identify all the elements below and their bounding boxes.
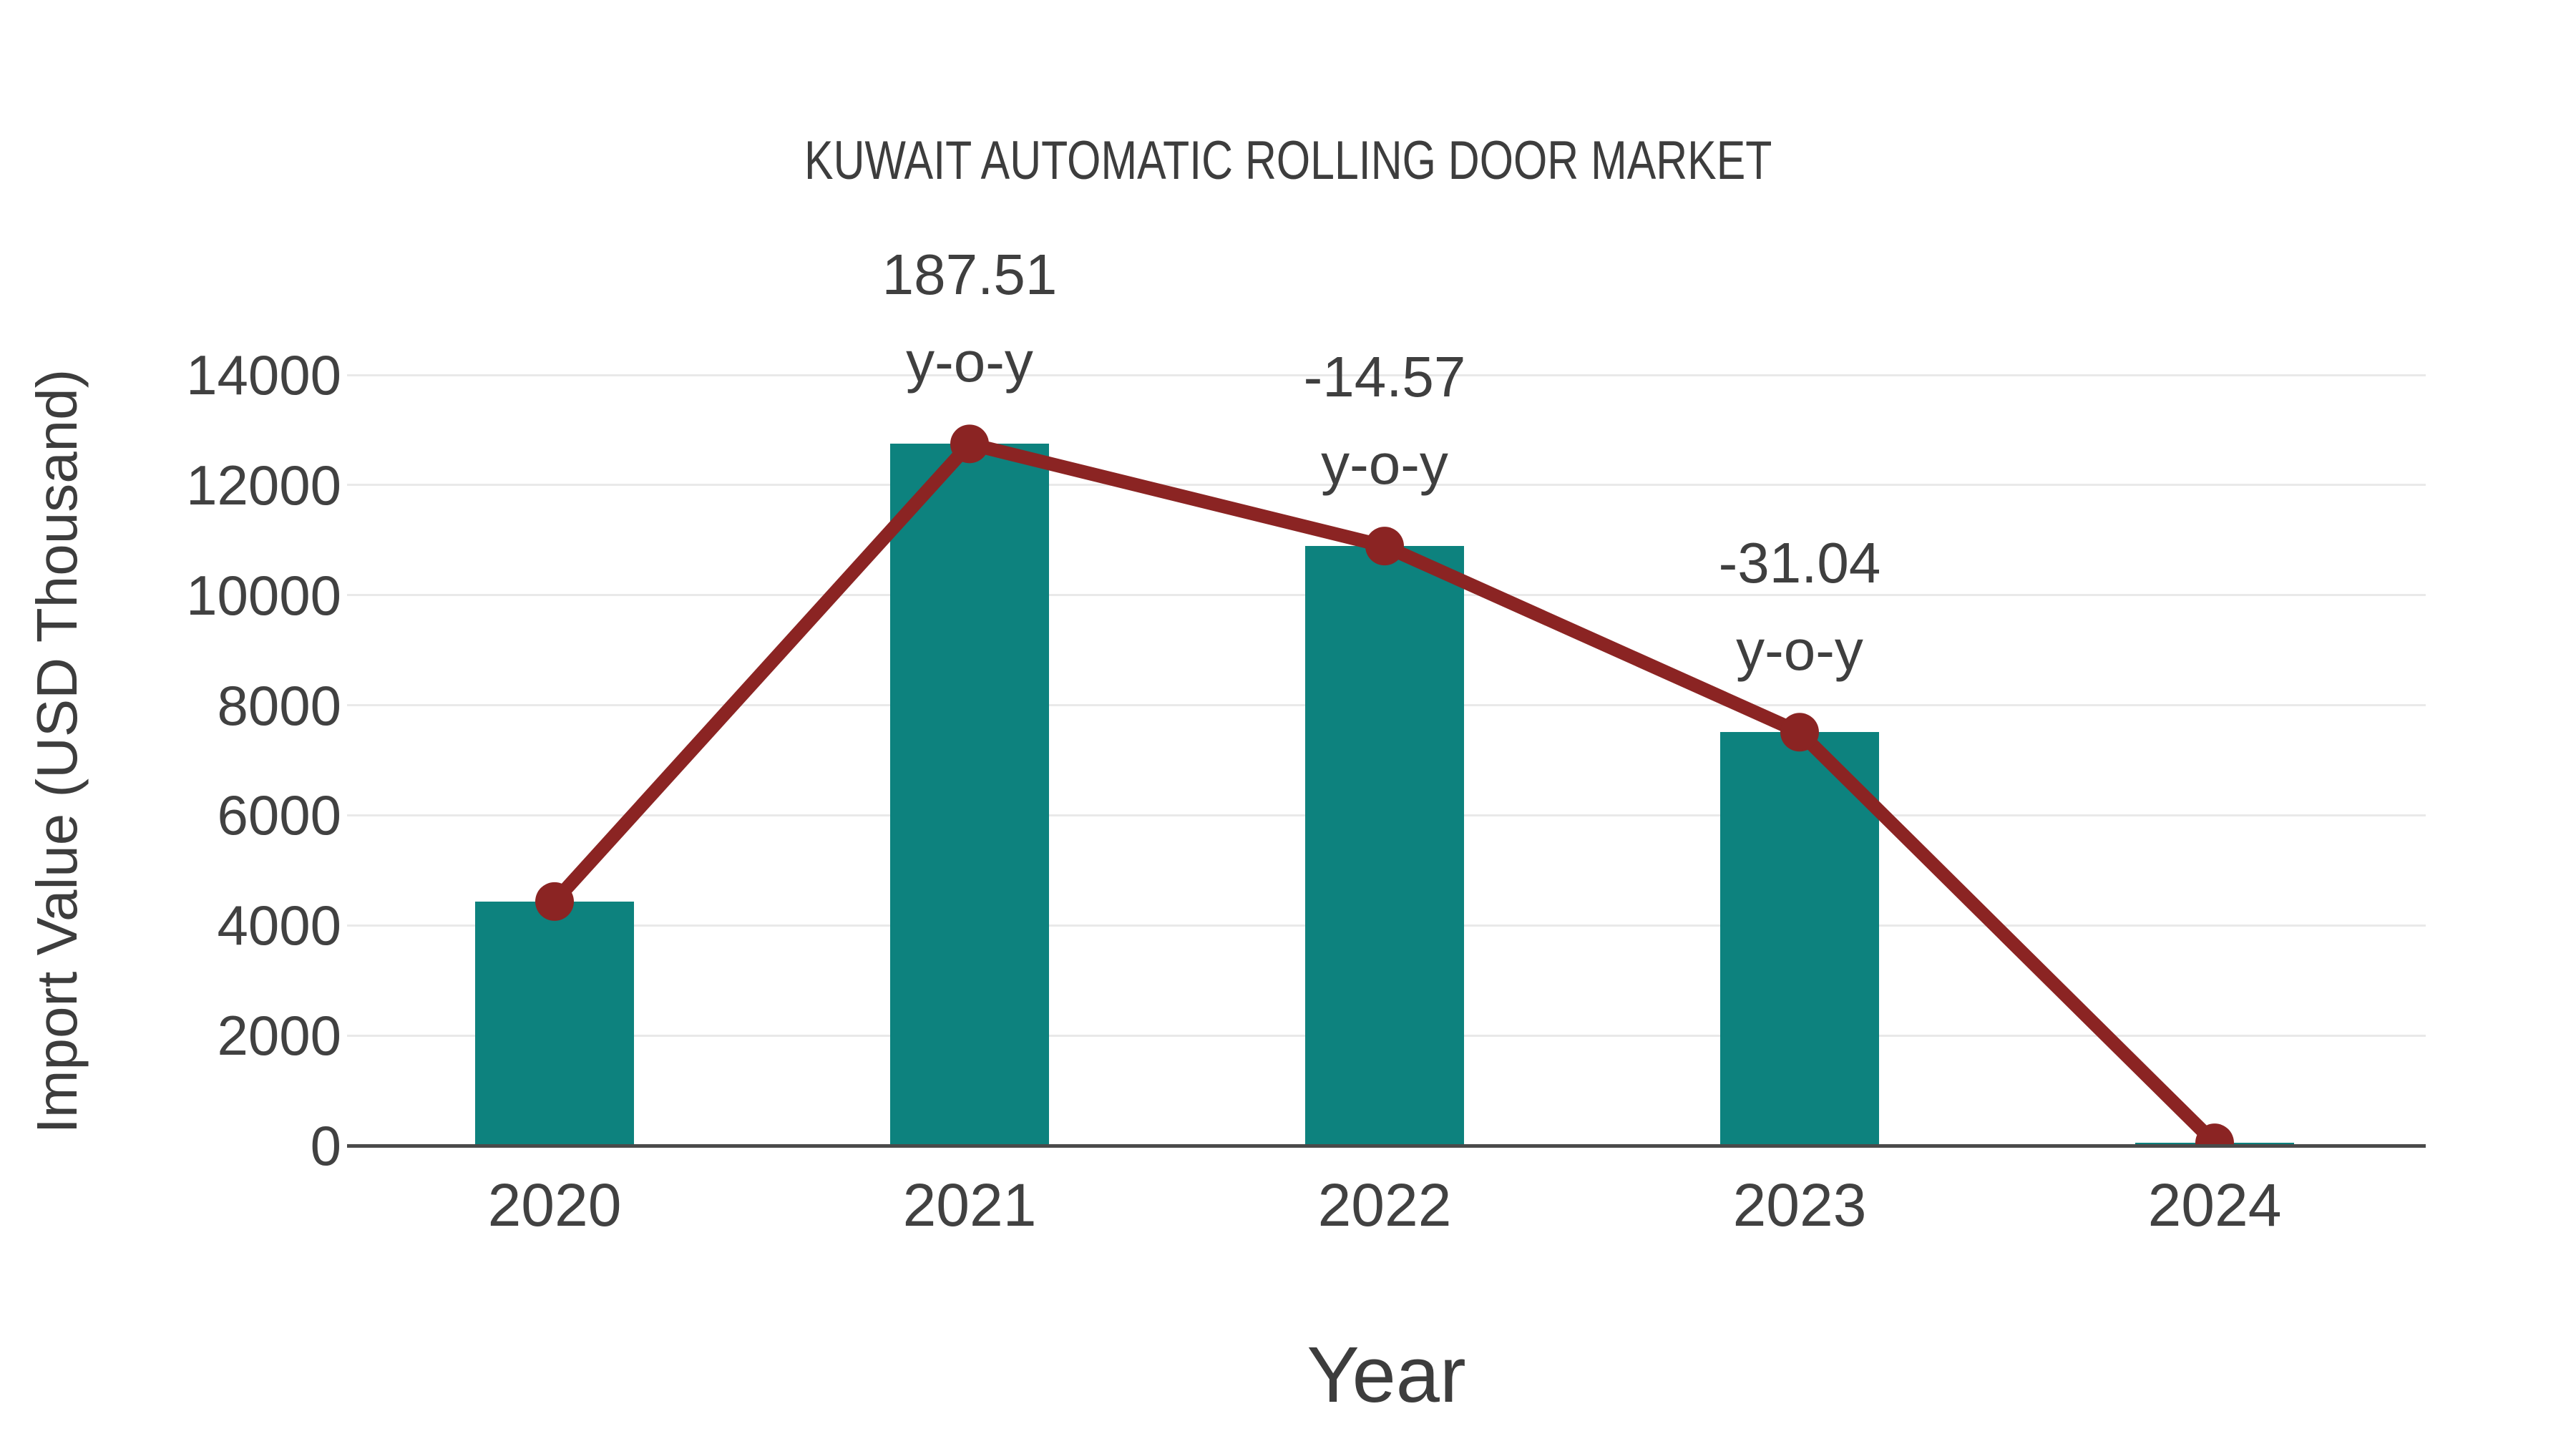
annotation-2022: -14.57 y-o-y [1304, 333, 1466, 508]
annotation-line: y-o-y [1321, 432, 1448, 497]
bar-2023 [1720, 732, 1879, 1146]
y-tick-label-14000: 14000 [186, 343, 341, 406]
x-tick-label-2020: 2020 [487, 1171, 622, 1239]
x-tick-label-2023: 2023 [1732, 1171, 1867, 1239]
data-point-marker-2024 [2195, 1123, 2234, 1146]
data-point-marker-2023 [1780, 713, 1819, 752]
trend-line-layer [535, 424, 2234, 1146]
annotation-line: y-o-y [906, 330, 1033, 394]
data-point-marker-2021 [950, 424, 989, 464]
plot-area [347, 179, 2426, 1146]
x-tick-label-2024: 2024 [2147, 1171, 2282, 1239]
annotation-line: 187.51 [882, 243, 1058, 307]
chart-title: KUWAIT AUTOMATIC ROLLING DOOR MARKET [0, 132, 2576, 190]
gridline-14000 [347, 374, 2426, 376]
data-point-marker-2022 [1365, 527, 1404, 566]
x-tick-label-2022: 2022 [1317, 1171, 1452, 1239]
bar-2021 [890, 444, 1049, 1146]
annotation-line: y-o-y [1736, 618, 1863, 683]
y-tick-label-8000: 8000 [217, 673, 341, 737]
bar-2020 [475, 901, 634, 1146]
bar-2022 [1305, 546, 1464, 1146]
y-tick-label-6000: 6000 [217, 784, 341, 847]
chart-title-text: KUWAIT AUTOMATIC ROLLING DOOR MARKET [804, 130, 1772, 191]
y-tick-label-0: 0 [310, 1114, 341, 1177]
y-tick-label-2000: 2000 [217, 1004, 341, 1068]
gridline-12000 [347, 484, 2426, 487]
x-axis-title: Year [1307, 1331, 1466, 1419]
y-tick-label-12000: 12000 [186, 453, 341, 517]
annotation-2021: 187.51 y-o-y [882, 231, 1058, 406]
y-tick-label-4000: 4000 [217, 894, 341, 957]
x-axis-line [347, 1144, 2426, 1148]
annotation-2023: -31.04 y-o-y [1719, 519, 1881, 694]
annotation-line: -14.57 [1303, 345, 1466, 409]
y-tick-label-10000: 10000 [186, 563, 341, 627]
x-tick-label-2021: 2021 [902, 1171, 1037, 1239]
data-point-marker-2020 [535, 882, 574, 921]
annotation-line: -31.04 [1718, 531, 1881, 595]
